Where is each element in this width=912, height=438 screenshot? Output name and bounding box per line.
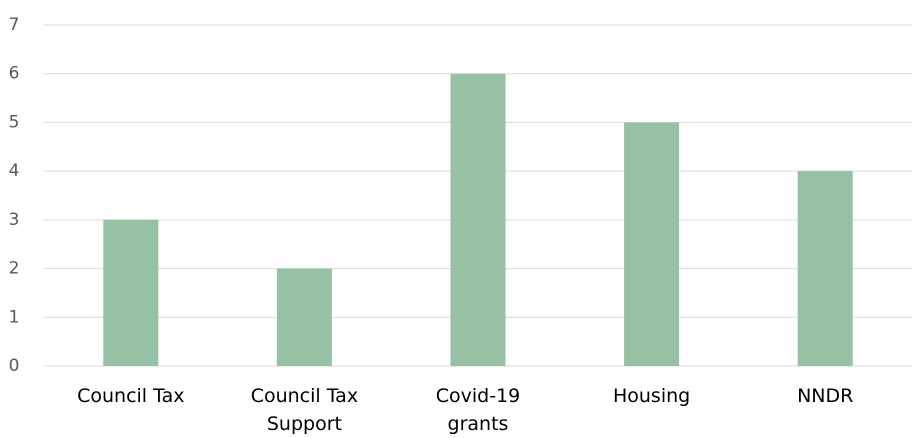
x-tick-label-line: Support bbox=[267, 413, 342, 435]
x-axis-ticks: Council Tax Council Tax Support Covid-19 gra… bbox=[77, 385, 853, 435]
x-tick-label-line: Covid-19 bbox=[436, 385, 521, 407]
y-tick-label: 2 bbox=[9, 259, 20, 279]
y-tick-label: 0 bbox=[9, 356, 20, 376]
x-tick-label-line: Housing bbox=[613, 385, 690, 407]
x-tick-label: Covid-19 grants bbox=[436, 385, 521, 435]
x-tick-label: Council Tax Support bbox=[251, 385, 358, 435]
y-tick-label: 1 bbox=[9, 307, 20, 327]
x-tick-label: Council Tax bbox=[77, 385, 184, 407]
y-tick-label: 4 bbox=[9, 161, 20, 181]
bar bbox=[624, 122, 680, 366]
y-tick-label: 5 bbox=[9, 112, 20, 132]
bar bbox=[450, 73, 506, 366]
x-tick-label: NNDR bbox=[797, 385, 853, 407]
bar bbox=[276, 268, 332, 366]
x-tick-label: Housing bbox=[613, 385, 690, 407]
x-tick-label-line: Council Tax bbox=[77, 385, 184, 407]
y-axis-ticks: 0 1 2 3 4 5 6 7 bbox=[9, 15, 20, 376]
bar bbox=[103, 219, 159, 366]
x-tick-label-line: grants bbox=[448, 413, 509, 435]
y-tick-label: 6 bbox=[9, 64, 20, 84]
x-tick-label-line: NNDR bbox=[797, 385, 853, 407]
y-tick-label: 3 bbox=[9, 210, 20, 230]
bars bbox=[103, 73, 853, 366]
x-tick-label-line: Council Tax bbox=[251, 385, 358, 407]
y-tick-label: 7 bbox=[9, 15, 20, 35]
bar bbox=[797, 171, 853, 366]
